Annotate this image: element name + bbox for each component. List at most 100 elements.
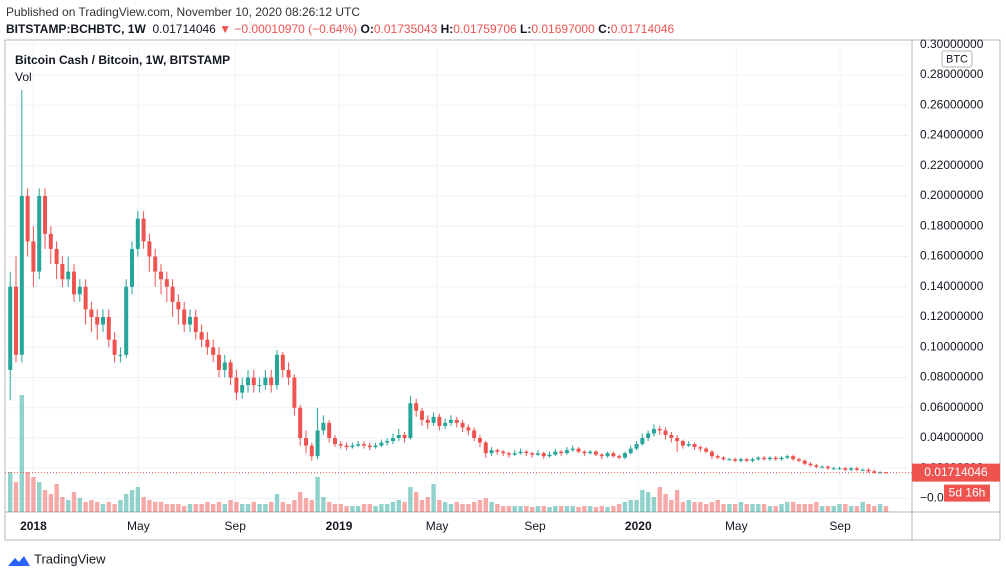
candle-body [8, 286, 13, 370]
candle-body [814, 465, 819, 467]
volume-bar [71, 492, 77, 512]
candle-body [234, 377, 239, 393]
candle-body [141, 218, 146, 242]
candle-body [878, 472, 883, 474]
y-tick-label: 0.26000000 [920, 97, 984, 111]
o: 0.01735043 [373, 22, 438, 36]
volume-bar [692, 502, 697, 512]
candle-body [385, 441, 390, 443]
volume-bar [495, 504, 500, 512]
candle-body [640, 438, 645, 445]
candle-body [130, 248, 135, 287]
legend-volume: Vol [15, 70, 32, 84]
candle-body [593, 451, 598, 455]
volume-bar [506, 506, 512, 512]
volume-bar [373, 506, 378, 512]
volume-bar [158, 502, 164, 512]
candle-body [205, 339, 210, 348]
symbol-line: BITSTAMP:BCHBTC, 1W 0.01714046 ▼ −0.0001… [6, 22, 674, 36]
l: 0.01697000 [531, 22, 595, 36]
volume-bar [239, 504, 245, 512]
volume-bar [605, 507, 610, 512]
volume-bar [303, 498, 309, 512]
candle-body [506, 453, 511, 455]
x-tick-label: Sep [524, 519, 546, 533]
candle-body [808, 463, 813, 466]
candle-body [518, 451, 523, 454]
volume-bar [77, 498, 83, 512]
volume-bar [315, 477, 320, 512]
volume-bar [222, 504, 227, 512]
volume-bar [66, 500, 71, 512]
candle-body [280, 354, 285, 370]
candle-body [541, 453, 546, 457]
candle-body [779, 457, 784, 460]
published: Published on TradingView.com, November 1… [6, 5, 360, 19]
volume-bar [570, 506, 575, 512]
candle-body [628, 448, 633, 454]
candle-body [431, 416, 436, 423]
candle-body [274, 354, 279, 386]
candle-body [843, 468, 848, 470]
candle-body [727, 459, 732, 461]
volume-bar [877, 504, 883, 512]
volume-bar [466, 504, 471, 512]
candle-body [60, 264, 65, 280]
volume-bar [251, 502, 256, 512]
volume-bar [553, 506, 558, 512]
candle-body [356, 444, 361, 446]
candle-body [153, 256, 158, 272]
volume-bar [437, 500, 442, 512]
candle-body [222, 362, 227, 370]
volume-bar [181, 506, 187, 512]
candle-body [802, 460, 807, 464]
candle-body [622, 453, 627, 458]
candle-body [733, 459, 738, 461]
currency-box [941, 50, 973, 68]
candle-body [43, 195, 48, 234]
volume-bar [95, 502, 100, 512]
volume-bar [802, 504, 807, 512]
candle-body [182, 309, 187, 325]
volume-bar [587, 506, 593, 512]
volume-bar [814, 502, 819, 512]
candle-body [95, 316, 100, 325]
volume-bar [582, 506, 587, 512]
volume-bar [384, 504, 390, 512]
candle-body [350, 445, 355, 448]
volume-bar [558, 506, 564, 512]
candle-body [849, 468, 854, 470]
candle-body [837, 468, 842, 470]
volume-bar [83, 502, 88, 512]
volume-bar [210, 504, 216, 512]
candle-body [101, 316, 106, 325]
volume-bar [448, 504, 454, 512]
volume-bar [477, 500, 483, 512]
candle-body [327, 422, 332, 439]
volume-bar [837, 504, 842, 512]
volume-bar [564, 506, 570, 512]
volume-bar [756, 504, 761, 512]
candle-body [118, 354, 123, 356]
volume-bar [483, 498, 488, 512]
volume-bar [680, 502, 686, 512]
candle-body [396, 434, 401, 439]
candle-body [634, 444, 639, 449]
c-label: C: [598, 22, 611, 36]
x-tick-label: Sep [225, 519, 247, 533]
last-price-box [912, 463, 1000, 482]
volume-bar [593, 507, 599, 512]
volume-bar [819, 506, 825, 512]
candle-body [257, 385, 262, 387]
candle-body [19, 195, 24, 355]
candle-body [31, 241, 36, 272]
candle-body [303, 438, 308, 446]
volume-bar [599, 506, 604, 512]
volume-bar [535, 506, 541, 512]
volume-bar [727, 504, 732, 512]
volume-bar [193, 504, 198, 512]
candle-body [576, 448, 581, 452]
volume-bar [703, 504, 709, 512]
x-tick-label: May [426, 519, 449, 533]
volume-bar [153, 502, 158, 512]
